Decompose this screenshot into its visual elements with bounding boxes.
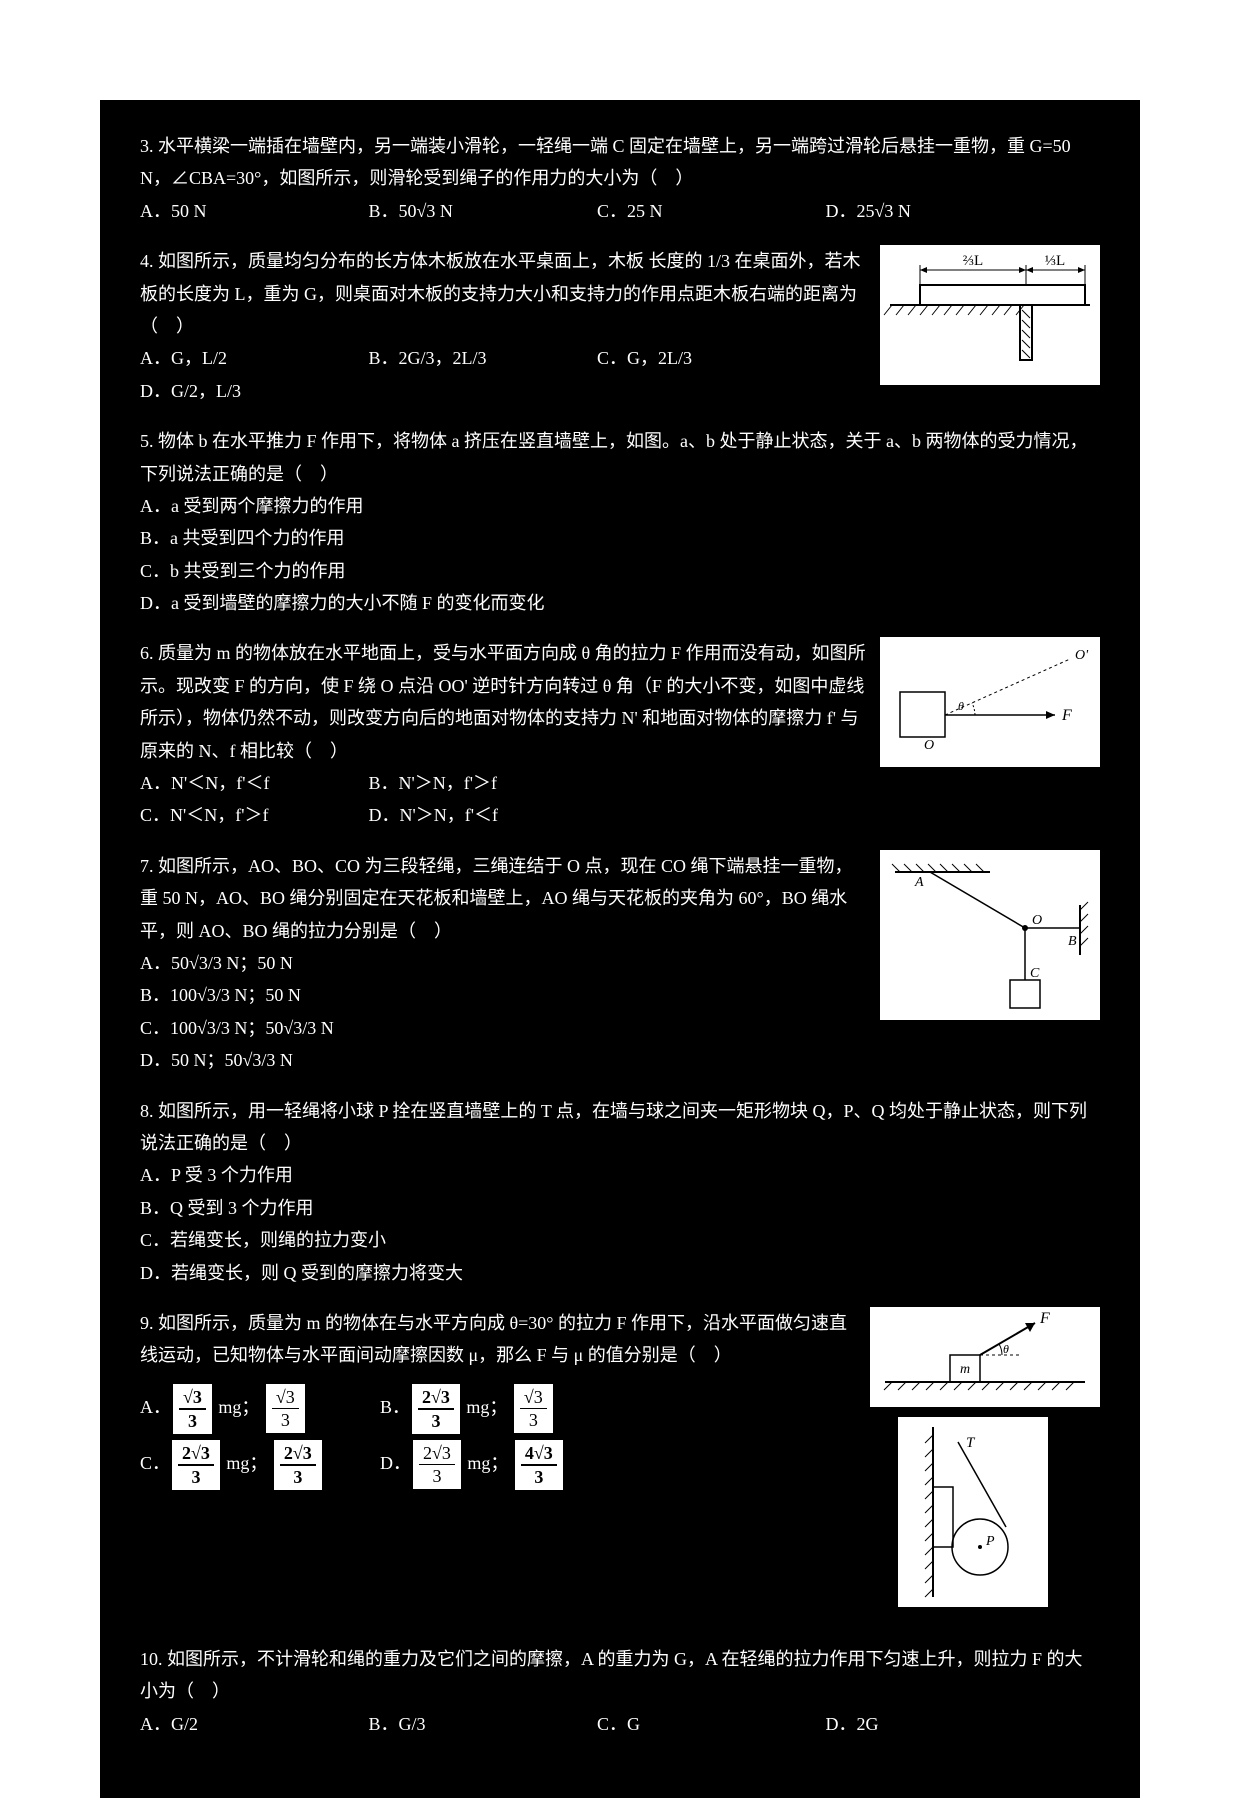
q10-opt-C: C．G — [597, 1708, 797, 1740]
q10-stem: 10. 如图所示，不计滑轮和绳的重力及它们之间的摩擦，A 的重力为 G，A 在轻… — [140, 1643, 1100, 1708]
q6-body: O F O' θ 6. 质量为 m 的物体放在水平地面上，受与水平面方向成 θ … — [140, 637, 1100, 831]
q3-opt-B: B．50√3 N — [369, 195, 569, 227]
q10-options: A．G/2 B．G/3 C．G D．2G — [140, 1708, 1100, 1740]
q8-opt-D: D．若绳变长，则 Q 受到的摩擦力将变大 — [140, 1257, 1100, 1289]
q8-options: A．P 受 3 个力作用 B．Q 受到 3 个力作用 C．若绳变长，则绳的拉力变… — [140, 1159, 1100, 1289]
q5-opt-D: D．a 受到墙壁的摩擦力的大小不随 F 的变化而变化 — [140, 587, 1100, 619]
fraction-box: 2√33 — [412, 1384, 460, 1434]
svg-text:O': O' — [1075, 648, 1089, 663]
q5-body: 5. 物体 b 在水平推力 F 作用下，将物体 a 挤压在竖直墙壁上，如图。a、… — [140, 425, 1100, 619]
q3-opt-D: D．25√3 N — [826, 195, 1026, 227]
q4-label-1-3: ⅓L — [1045, 253, 1065, 269]
question-8: 8. 如图所示，用一轻绳将小球 P 拴在竖直墙壁上的 T 点，在墙与球之间夹一矩… — [140, 1095, 1100, 1289]
q9-body: m F θ T — [140, 1307, 1100, 1615]
q6-opt-B: B．N'＞N，f'＞f — [369, 767, 569, 799]
q8-opt-C: C．若绳变长，则绳的拉力变小 — [140, 1224, 1100, 1256]
svg-text:m: m — [960, 1362, 970, 1377]
q9-option: C．2√33 mg； 2√33 — [140, 1440, 380, 1490]
q4-opt-A: A．G，L/2 — [140, 342, 340, 374]
q8-opt-A: A．P 受 3 个力作用 — [140, 1159, 1100, 1191]
svg-text:C: C — [1030, 966, 1040, 981]
svg-text:B: B — [1068, 934, 1077, 949]
svg-text:P: P — [985, 1534, 995, 1549]
fraction-box: 2√33 — [413, 1440, 461, 1489]
question-4: ⅔L ⅓L 4. 如图所示，质量均匀分布的长方体木板放在水平桌面上，木板 长度的… — [140, 245, 1100, 407]
q3-body: 3. 水平横梁一端插在墙壁内，另一端装小滑轮，一轻绳一端 C 固定在墙壁上，另一… — [140, 130, 1100, 227]
fraction-box: 2√33 — [274, 1440, 322, 1490]
q9-option: A．√33 mg； √33 — [140, 1384, 380, 1434]
question-10: 10. 如图所示，不计滑轮和绳的重力及它们之间的摩擦，A 的重力为 G，A 在轻… — [140, 1633, 1100, 1740]
q4-figure: ⅔L ⅓L — [880, 245, 1100, 385]
svg-text:O: O — [924, 738, 934, 753]
q5-options: A．a 受到两个摩擦力的作用 B．a 共受到四个力的作用 C．b 共受到三个力的… — [140, 490, 1100, 620]
q8-opt-B: B．Q 受到 3 个力作用 — [140, 1192, 1100, 1224]
svg-text:F: F — [1061, 707, 1072, 724]
q10-opt-A: A．G/2 — [140, 1708, 340, 1740]
q3-options: A．50 N B．50√3 N C．25 N D．25√3 N — [140, 195, 1100, 227]
q6-figure: O F O' θ — [880, 637, 1100, 767]
q3-opt-A: A．50 N — [140, 195, 340, 227]
q9-option: B．2√33 mg； √33 — [380, 1384, 620, 1434]
question-5: 5. 物体 b 在水平推力 F 作用下，将物体 a 挤压在竖直墙壁上，如图。a、… — [140, 425, 1100, 619]
q5-opt-C: C．b 共受到三个力的作用 — [140, 555, 1100, 587]
q10-body: 10. 如图所示，不计滑轮和绳的重力及它们之间的摩擦，A 的重力为 G，A 在轻… — [140, 1643, 1100, 1740]
q3-opt-C: C．25 N — [597, 195, 797, 227]
q10-opt-D: D．2G — [826, 1708, 1026, 1740]
q4-opt-B: B．2G/3，2L/3 — [369, 342, 569, 374]
q5-stem: 5. 物体 b 在水平推力 F 作用下，将物体 a 挤压在竖直墙壁上，如图。a、… — [140, 425, 1100, 490]
q6-opt-A: A．N'＜N，f'＜f — [140, 767, 340, 799]
q4-stem-a: 4. 如图所示，质量均匀分布的长方体木板放在水平桌面上，木板 — [140, 251, 644, 271]
question-3: 3. 水平横梁一端插在墙壁内，另一端装小滑轮，一轻绳一端 C 固定在墙壁上，另一… — [140, 130, 1100, 227]
q9-option: D．2√33 mg； 4√33 — [380, 1440, 620, 1490]
fraction-box: 2√33 — [172, 1440, 220, 1490]
q4-opt-C: C．G，2L/3 — [597, 342, 797, 374]
q6-opt-D: D．N'＞N，f'＜f — [369, 799, 569, 831]
svg-text:θ: θ — [1003, 1342, 1009, 1356]
q6-options: A．N'＜N，f'＜f B．N'＞N，f'＞f C．N'＜N，f'＞f D．N'… — [140, 767, 1100, 832]
question-9: m F θ T — [140, 1307, 1100, 1615]
fraction-box: √33 — [514, 1384, 553, 1433]
svg-text:O: O — [1032, 913, 1042, 928]
q7-figure: A B O C — [880, 850, 1100, 1020]
q5-opt-B: B．a 共受到四个力的作用 — [140, 522, 1100, 554]
fraction-box: √33 — [266, 1384, 305, 1433]
q4-opt-D: D．G/2，L/3 — [140, 375, 340, 407]
q7-opt-D: D．50 N；50√3/3 N — [140, 1044, 1100, 1076]
exam-page: 3. 水平横梁一端插在墙壁内，另一端装小滑轮，一轻绳一端 C 固定在墙壁上，另一… — [100, 100, 1140, 1798]
q9-figure-top: m F θ — [870, 1307, 1100, 1407]
q10-opt-B: B．G/3 — [369, 1708, 569, 1740]
svg-text:A: A — [914, 875, 924, 890]
q4-label-2-3: ⅔L — [963, 253, 983, 269]
svg-text:θ: θ — [958, 699, 964, 713]
q5-opt-A: A．a 受到两个摩擦力的作用 — [140, 490, 1100, 522]
q7-body: A B O C 7. 如图所示，AO、BO、CO 为三段轻绳，三绳连结于 O 点… — [140, 850, 1100, 1077]
question-6: O F O' θ 6. 质量为 m 的物体放在水平地面上，受与水平面方向成 θ … — [140, 637, 1100, 831]
q3-stem: 3. 水平横梁一端插在墙壁内，另一端装小滑轮，一轻绳一端 C 固定在墙壁上，另一… — [140, 130, 1100, 195]
svg-text:F: F — [1039, 1310, 1050, 1327]
q8-stem: 8. 如图所示，用一轻绳将小球 P 拴在竖直墙壁上的 T 点，在墙与球之间夹一矩… — [140, 1095, 1100, 1160]
q4-body: ⅔L ⅓L 4. 如图所示，质量均匀分布的长方体木板放在水平桌面上，木板 长度的… — [140, 245, 1100, 407]
fraction-box: √33 — [173, 1384, 212, 1434]
q6-opt-C: C．N'＜N，f'＞f — [140, 799, 340, 831]
question-7: A B O C 7. 如图所示，AO、BO、CO 为三段轻绳，三绳连结于 O 点… — [140, 850, 1100, 1077]
q9-figure-bottom: T P — [898, 1417, 1048, 1607]
fraction-box: 4√33 — [515, 1440, 563, 1490]
q9-figures: m F θ T — [858, 1307, 1100, 1615]
q8-body: 8. 如图所示，用一轻绳将小球 P 拴在竖直墙壁上的 T 点，在墙与球之间夹一矩… — [140, 1095, 1100, 1289]
